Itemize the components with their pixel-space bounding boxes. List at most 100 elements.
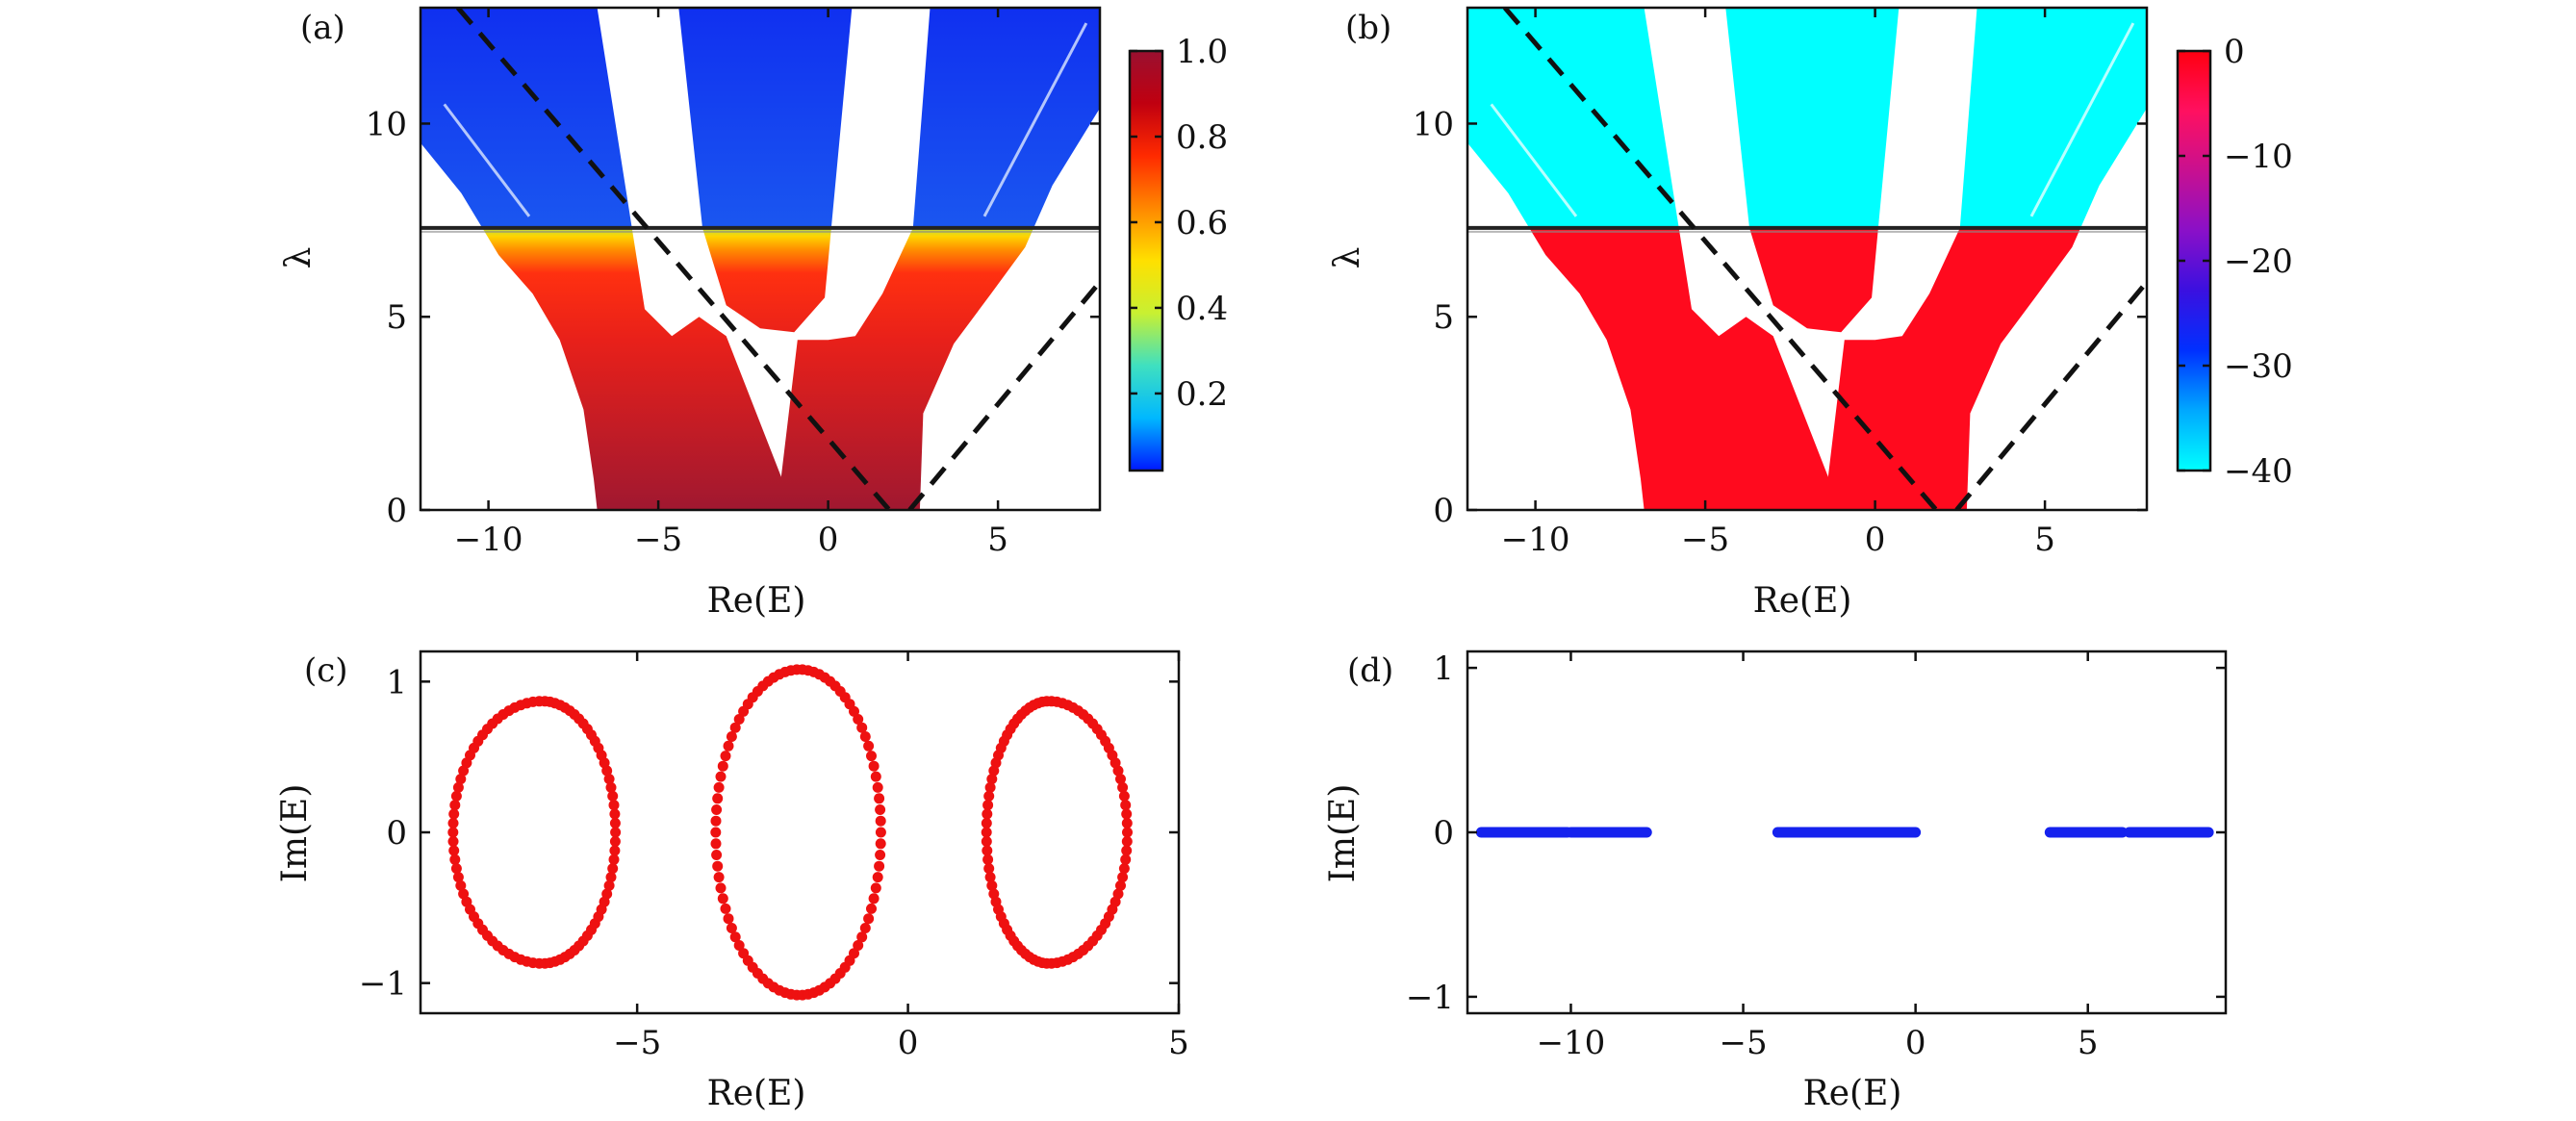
loop-point-1 xyxy=(868,760,880,772)
colorbar-a xyxy=(1128,49,1164,472)
loop-point-1 xyxy=(856,722,868,733)
loop-point-2 xyxy=(983,863,995,875)
loop-point-1 xyxy=(859,731,871,742)
loop-point-2 xyxy=(1112,888,1124,900)
plot-area-b xyxy=(1467,8,2147,510)
loop-point-1 xyxy=(712,860,724,872)
loop-point-1 xyxy=(723,913,734,925)
loop-point-1 xyxy=(853,714,864,725)
loop-point-1 xyxy=(874,860,885,872)
y-axis-label-d: Im(E) xyxy=(1323,784,1363,883)
streak-b xyxy=(1490,103,1578,217)
y-tick-label-b: 10 xyxy=(1413,105,1454,143)
loop-point-2 xyxy=(981,836,992,847)
loop-point-1 xyxy=(872,781,883,793)
streak-a xyxy=(443,103,531,217)
y-tick-label-a: 0 xyxy=(386,492,407,530)
x-axis-label-d: Re(E) xyxy=(1803,1074,1902,1113)
loop-point-1 xyxy=(720,751,731,762)
x-tick-label-d: 0 xyxy=(1905,1024,1926,1062)
colorbar-tick-label-a: 0.8 xyxy=(1176,118,1228,157)
loop-point-2 xyxy=(982,845,993,856)
y-tick-label-c: 0 xyxy=(386,814,407,853)
region-right-lobe-b xyxy=(1824,8,2147,510)
loop-point-2 xyxy=(988,765,1000,777)
loop-point-1 xyxy=(859,923,871,933)
plot-area-a xyxy=(421,8,1100,510)
loop-point-1 xyxy=(875,827,886,838)
x-tick-label-a: −10 xyxy=(454,521,523,559)
x-tick-label-b: −10 xyxy=(1501,521,1570,559)
loop-point-0 xyxy=(601,888,613,900)
loop-point-2 xyxy=(981,818,992,828)
axes-frame-a xyxy=(419,6,1102,512)
loop-point-1 xyxy=(849,948,859,959)
y-tick-label-a: 10 xyxy=(366,105,407,143)
panel-c: −5 0 5 −1 0 1 xyxy=(359,650,1189,1062)
loop-point-1 xyxy=(870,771,881,782)
region-right-lobe-a xyxy=(777,8,1100,510)
dashed-line-a xyxy=(907,280,1100,510)
loop-point-1 xyxy=(715,882,727,894)
loop-point-2 xyxy=(1120,800,1132,811)
x-axis-label-c: Re(E) xyxy=(707,1074,806,1113)
loop-point-2 xyxy=(1121,818,1133,828)
loop-point-1 xyxy=(710,827,722,838)
loop-point-0 xyxy=(609,808,621,820)
y-axis-label-b: λ xyxy=(1328,247,1367,269)
region-center-column-b xyxy=(1725,8,1900,333)
loop-point-0 xyxy=(609,845,621,856)
loop-point-0 xyxy=(605,872,617,883)
loop-point-0 xyxy=(609,818,621,828)
loop-point-0 xyxy=(447,818,459,828)
loop-point-2 xyxy=(983,790,995,802)
loop-point-2 xyxy=(982,808,993,820)
loop-point-0 xyxy=(603,879,615,891)
loop-point-1 xyxy=(726,731,737,742)
loop-point-0 xyxy=(458,765,470,777)
colorbar-tick-label-b: −30 xyxy=(2224,347,2293,386)
loop-point-0 xyxy=(448,845,460,856)
loop-point-0 xyxy=(605,781,617,793)
loop-point-2 xyxy=(1117,781,1129,793)
x-tick-label-d: −5 xyxy=(1719,1024,1767,1062)
axes-frame-d xyxy=(1466,650,2228,1015)
loop-point-2 xyxy=(986,774,998,785)
loop-point-1 xyxy=(875,804,886,815)
loop-point-0 xyxy=(455,774,467,785)
axes-frame-b xyxy=(1466,6,2149,512)
panel-label-a: (a) xyxy=(300,9,345,47)
y-axis-label-a: λ xyxy=(279,247,319,269)
y-tick-label-d: −1 xyxy=(1406,979,1454,1017)
loop-point-1 xyxy=(710,815,722,827)
loop-point-1 xyxy=(863,740,875,752)
y-tick-label-c: −1 xyxy=(359,965,407,1004)
x-axis-label-a: Re(E) xyxy=(707,581,806,621)
loop-point-1 xyxy=(717,760,728,772)
panel-label-d: (d) xyxy=(1347,651,1393,690)
streak-a xyxy=(982,22,1088,217)
loop-point-0 xyxy=(447,836,459,847)
loop-point-1 xyxy=(868,893,880,904)
loop-point-2 xyxy=(1121,808,1133,820)
x-tick-label-c: 5 xyxy=(1168,1024,1189,1062)
panel-a: −10 −5 0 5 0 5 10 0.2 0.4 0.6 0.8 1.0 xyxy=(366,6,1228,559)
x-tick-label-a: 0 xyxy=(818,521,839,559)
loop-point-1 xyxy=(711,804,723,815)
y-tick-label-d: 1 xyxy=(1433,650,1454,688)
loop-point-1 xyxy=(729,931,741,943)
loop-point-1 xyxy=(875,850,886,860)
loop-point-2 xyxy=(1122,827,1133,838)
loop-point-0 xyxy=(447,827,459,838)
loop-point-1 xyxy=(874,793,885,804)
y-axis-label-c: Im(E) xyxy=(275,784,315,883)
loop-point-0 xyxy=(449,800,461,811)
colorbar-tick-label-a: 0.4 xyxy=(1176,290,1228,328)
colorbar-tick-label-a: 0.6 xyxy=(1176,204,1228,242)
loop-point-1 xyxy=(720,903,731,914)
loop-point-2 xyxy=(1121,836,1133,847)
loop-point-0 xyxy=(450,863,462,875)
loop-point-0 xyxy=(609,836,621,847)
x-tick-label-c: 0 xyxy=(898,1024,919,1062)
